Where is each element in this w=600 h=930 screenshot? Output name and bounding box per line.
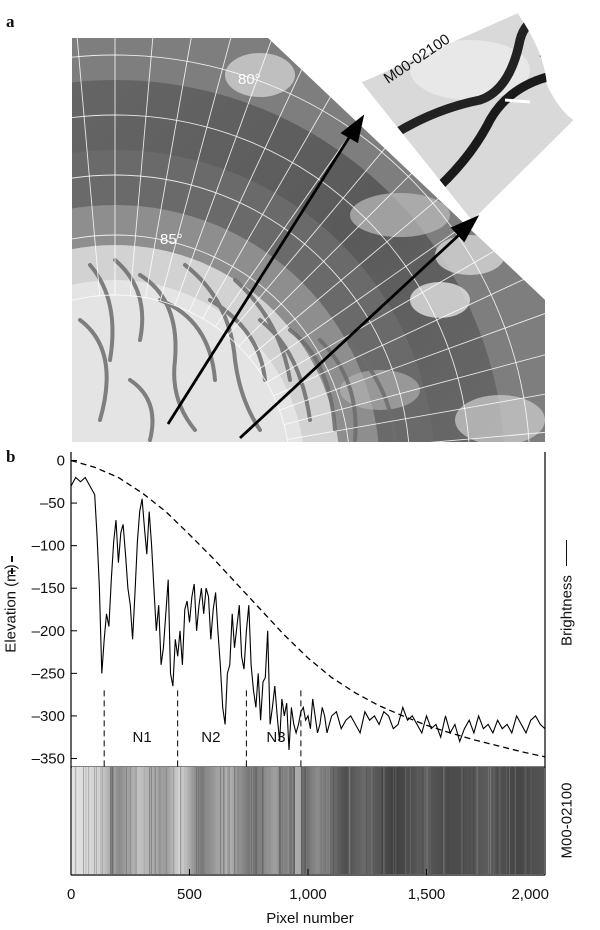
y-tick-label: –100 [32, 538, 65, 555]
trough-label: N2 [201, 729, 220, 746]
brightness-strip-image [72, 767, 544, 874]
latitude-label-80: 80° [238, 71, 261, 88]
y-tick-label: 0 [57, 453, 65, 470]
y2-axis-line-key [566, 540, 567, 566]
y-tick-label: –350 [32, 750, 65, 767]
arrow-pointers [166, 114, 480, 440]
y-axis-dash-key [11, 556, 15, 574]
y-tick-label: –150 [32, 580, 65, 597]
trough-label: N3 [266, 729, 285, 746]
x-tick-label: 0 [67, 886, 75, 903]
panel-a-letter: a [6, 12, 15, 31]
y-tick-label: –300 [32, 708, 65, 725]
brightness-series-line [71, 476, 545, 751]
x-tick-label: 1,500 [408, 886, 446, 903]
y-tick-label: –50 [40, 495, 65, 512]
latitude-label-85: 85° [160, 231, 183, 248]
x-axis-label: Pixel number [266, 910, 354, 927]
x-tick-label: 500 [177, 886, 202, 903]
y-tick-label: –250 [32, 665, 65, 682]
x-tick-label: 2,000 [511, 886, 549, 903]
trough-label: N1 [133, 729, 152, 746]
x-tick-label: 1,000 [289, 886, 327, 903]
y-tick-label: –200 [32, 623, 65, 640]
y2-axis-label: Brightness [558, 575, 576, 646]
panel-b-letter: b [6, 447, 16, 466]
polar-map-figure: 80° 85° M00-02100 [72, 10, 577, 442]
strip-label: M00-02100 [558, 782, 576, 859]
elevation-series-line [71, 459, 545, 758]
